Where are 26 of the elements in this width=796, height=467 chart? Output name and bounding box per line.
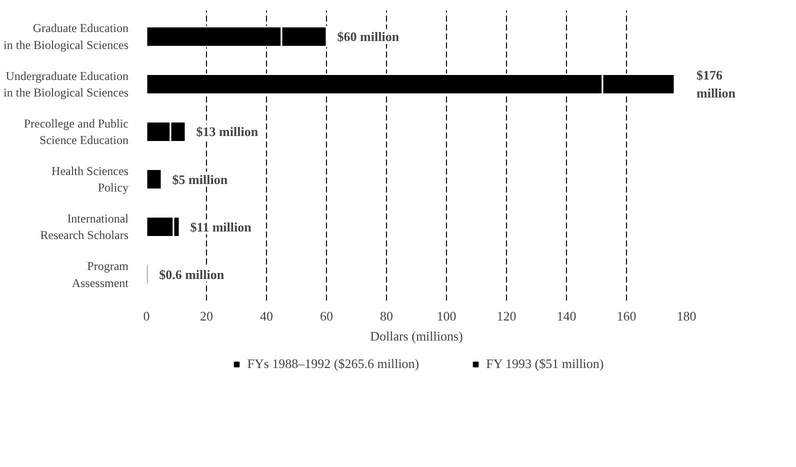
- y-tick-label: Undergraduate Education in the Biological Sciences: [4, 68, 129, 100]
- legend-label: FY 1993 ($51 million): [486, 356, 604, 372]
- x-tick-label: 20: [200, 308, 213, 324]
- y-tick-label: Health Sciences Policy: [52, 164, 129, 195]
- x-tick-label: 0: [143, 308, 150, 324]
- y-tick-label: Precollege and Public Science Education: [24, 116, 129, 148]
- total-label: $13 million: [196, 124, 259, 140]
- total-label: $0.6 million: [159, 266, 225, 282]
- x-tick-label: 140: [556, 308, 576, 324]
- bar: [146, 168, 162, 190]
- x-tick-label: 60: [320, 308, 333, 324]
- total-label: $5 million: [172, 172, 228, 187]
- y-tick-label: International Research Scholars: [40, 211, 130, 242]
- total-label: $176 million: [696, 68, 736, 101]
- x-tick-label: 120: [496, 308, 516, 324]
- x-tick-label: 100: [436, 308, 456, 324]
- x-tick-label: 80: [380, 308, 393, 324]
- x-tick-label: 160: [616, 308, 636, 324]
- legend-label: FYs 1988–1992 ($265.6 million): [247, 356, 420, 372]
- total-label: $60 million: [337, 29, 400, 44]
- x-tick-label: 180: [676, 308, 696, 324]
- x-axis-title: Dollars (millions): [370, 328, 463, 344]
- total-label: $11 million: [190, 219, 252, 234]
- y-tick-label: Graduate Education in the Biological Sciences: [4, 21, 129, 52]
- y-tick-label: Program Assessment: [72, 258, 130, 290]
- x-tick-label: 40: [260, 308, 273, 324]
